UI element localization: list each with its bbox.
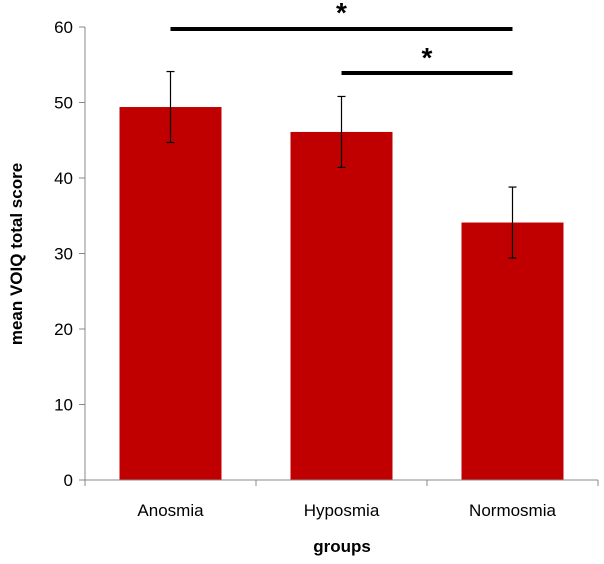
- y-tick-label: 50: [54, 94, 73, 113]
- bars-layer: [119, 107, 564, 481]
- axes-layer: 0 10 20 30 40 50 60 Anosmia Hyposmia Normosmia: [54, 18, 599, 520]
- bar-normosmia: [461, 222, 564, 481]
- x-axis-title: groups: [313, 537, 371, 556]
- y-tick-label: 20: [54, 320, 73, 339]
- y-axis-title: mean VOIQ total score: [7, 163, 26, 345]
- x-tick-label-hyposmia: Hyposmia: [304, 501, 380, 520]
- error-bars-layer: [166, 70, 517, 259]
- y-tick-label: 0: [64, 471, 73, 490]
- y-tick-label: 60: [54, 18, 73, 37]
- x-tick-label-normosmia: Normosmia: [469, 501, 556, 520]
- bar-hyposmia: [290, 131, 393, 480]
- significance-marker: *: [422, 42, 433, 73]
- significance-layer: **: [170, 0, 513, 75]
- y-tick-label: 10: [54, 396, 73, 415]
- y-tick-label: 40: [54, 169, 73, 188]
- significance-marker: *: [336, 0, 347, 28]
- x-tick-label-anosmia: Anosmia: [137, 501, 204, 520]
- bar-anosmia: [119, 107, 222, 480]
- y-tick-label: 30: [54, 245, 73, 264]
